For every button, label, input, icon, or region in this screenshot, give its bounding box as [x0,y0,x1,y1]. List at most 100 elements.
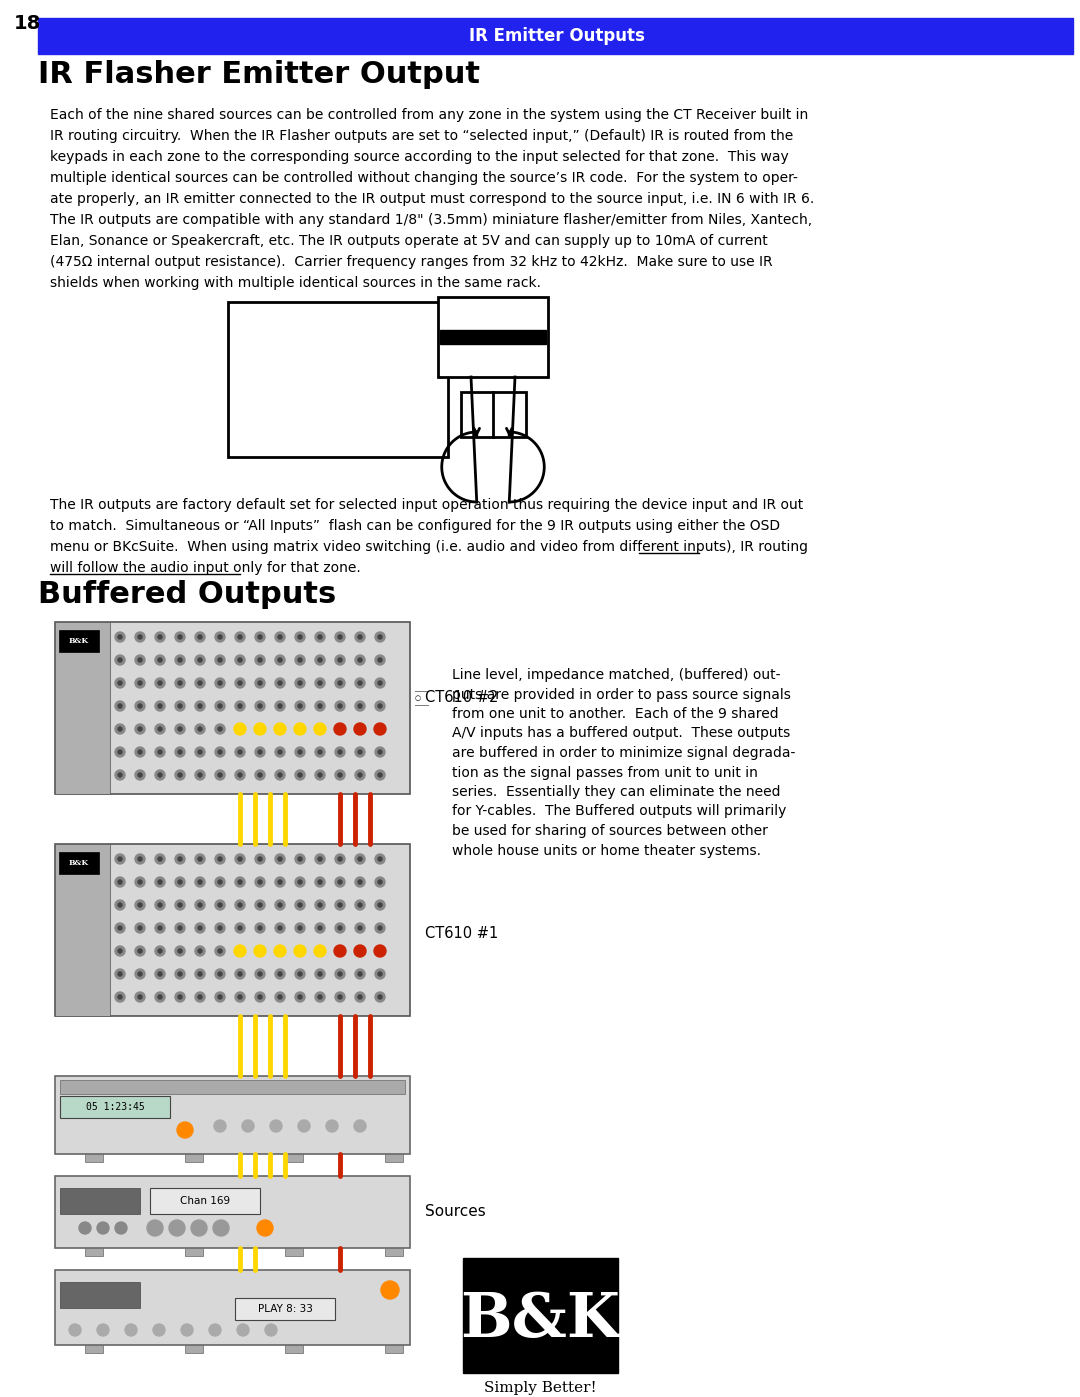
Text: shields when working with multiple identical sources in the same rack.: shields when working with multiple ident… [50,277,541,291]
Circle shape [275,992,285,1002]
Circle shape [198,704,202,708]
Circle shape [118,902,122,907]
Circle shape [295,770,305,780]
Circle shape [278,926,282,930]
Circle shape [138,880,141,884]
Circle shape [357,658,362,662]
Circle shape [335,655,345,665]
Text: ――
○
――: ―― ○ ―― [415,687,429,708]
Circle shape [298,902,302,907]
Circle shape [175,631,185,643]
Circle shape [175,923,185,933]
Bar [60,1080,405,1094]
Circle shape [215,900,225,909]
Circle shape [135,923,145,933]
Circle shape [375,701,384,711]
Circle shape [278,750,282,754]
Circle shape [257,1220,273,1236]
Circle shape [355,770,365,780]
Circle shape [357,902,362,907]
Circle shape [118,704,122,708]
Circle shape [378,658,382,662]
Circle shape [135,678,145,687]
Circle shape [357,726,362,731]
Circle shape [355,701,365,711]
Text: B&K: B&K [69,859,89,868]
Circle shape [135,970,145,979]
Circle shape [214,1120,226,1132]
Circle shape [295,992,305,1002]
Circle shape [375,992,384,1002]
Circle shape [335,724,345,733]
Circle shape [235,724,245,733]
Circle shape [138,926,141,930]
Text: IR Emitter Outputs: IR Emitter Outputs [469,27,645,45]
Circle shape [278,972,282,977]
Circle shape [335,992,345,1002]
Circle shape [218,704,222,708]
Circle shape [255,992,265,1002]
Circle shape [318,926,322,930]
Circle shape [378,636,382,638]
Circle shape [357,926,362,930]
Text: CT610 #1: CT610 #1 [426,926,498,942]
Circle shape [275,724,285,733]
Bar [59,630,99,652]
Circle shape [278,995,282,999]
Circle shape [354,724,366,735]
Circle shape [375,854,384,863]
Bar [438,298,548,377]
Circle shape [295,747,305,757]
Bar [440,330,546,344]
Circle shape [295,724,305,733]
Text: 05 1:23:45: 05 1:23:45 [85,1102,145,1112]
Circle shape [135,701,145,711]
Circle shape [355,900,365,909]
Circle shape [175,724,185,733]
Circle shape [114,923,125,933]
Circle shape [215,854,225,863]
Circle shape [118,949,122,953]
Circle shape [255,678,265,687]
Circle shape [355,678,365,687]
Circle shape [374,944,386,957]
Circle shape [138,773,141,777]
Circle shape [138,856,141,861]
Circle shape [118,926,122,930]
Circle shape [338,902,342,907]
Circle shape [156,854,165,863]
Circle shape [295,900,305,909]
Circle shape [355,992,365,1002]
Circle shape [138,680,141,685]
Circle shape [318,972,322,977]
Circle shape [378,704,382,708]
Circle shape [215,970,225,979]
Circle shape [298,972,302,977]
Circle shape [235,923,245,933]
Text: CT610 #2: CT610 #2 [426,690,498,704]
Circle shape [156,770,165,780]
Circle shape [278,856,282,861]
Circle shape [355,655,365,665]
Circle shape [198,726,202,731]
Circle shape [378,880,382,884]
Circle shape [178,995,183,999]
Circle shape [238,658,242,662]
Circle shape [375,923,384,933]
Circle shape [238,750,242,754]
Circle shape [378,773,382,777]
Circle shape [158,680,162,685]
Circle shape [338,704,342,708]
Circle shape [195,678,205,687]
Circle shape [158,750,162,754]
Circle shape [318,680,322,685]
Circle shape [135,724,145,733]
Circle shape [315,923,325,933]
Circle shape [378,726,382,731]
Circle shape [97,1222,109,1234]
Circle shape [147,1220,163,1236]
Circle shape [118,658,122,662]
Circle shape [335,770,345,780]
Circle shape [278,880,282,884]
Circle shape [158,636,162,638]
